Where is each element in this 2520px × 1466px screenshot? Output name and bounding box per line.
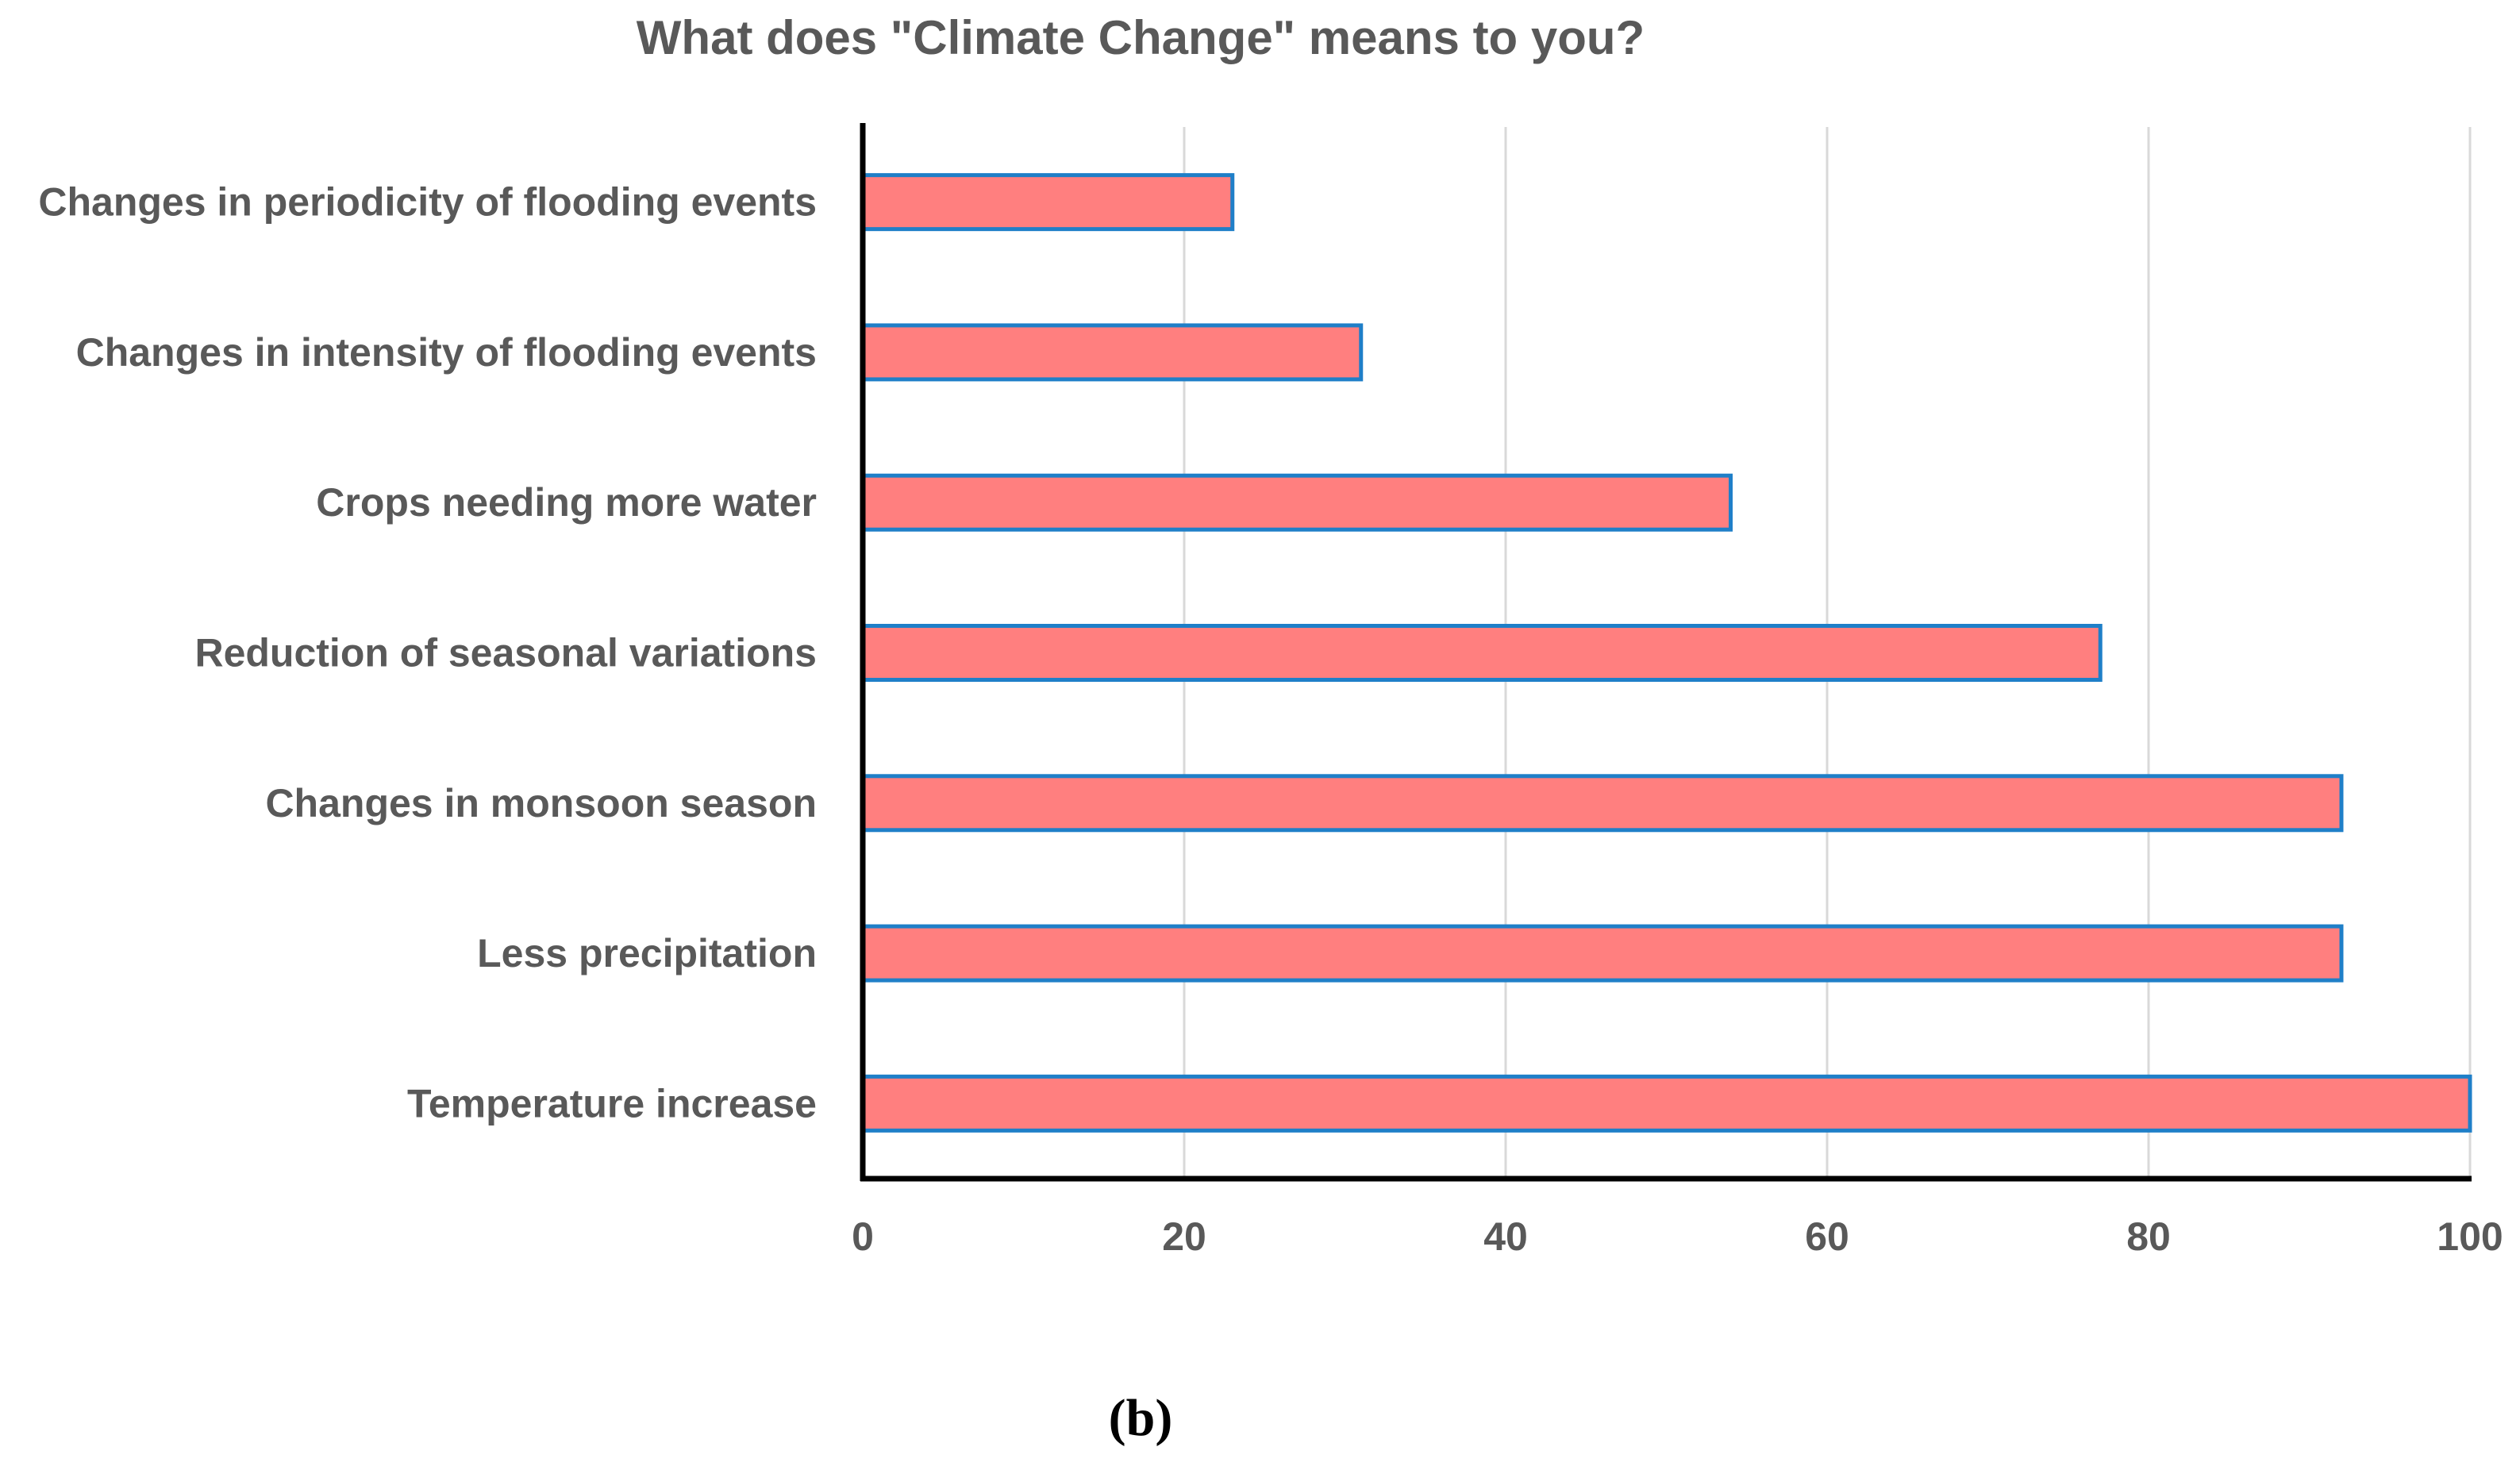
bar-1 <box>860 323 1364 382</box>
category-label-5: Less precipitation <box>477 931 817 975</box>
chart-title: What does "Climate Change" means to you? <box>637 11 1645 64</box>
bar-5 <box>860 924 2344 983</box>
bar-2 <box>860 473 1733 532</box>
category-label-0: Changes in periodicity of flooding event… <box>38 180 817 225</box>
bar-6 <box>860 1074 2472 1133</box>
category-label-3: Reduction of seasonal variations <box>194 631 817 675</box>
category-label-2: Crops needing more water <box>316 480 817 525</box>
category-label-4: Changes in monsoon season <box>265 781 817 825</box>
tick-labels: 0 20 40 60 80 100 <box>852 1214 2503 1259</box>
category-label-6: Temperature increase <box>407 1081 817 1125</box>
bar-4 <box>860 774 2344 833</box>
bars <box>860 173 2472 1133</box>
x-tick-label-40: 40 <box>1483 1214 1528 1259</box>
category-labels: Changes in periodicity of flooding event… <box>38 180 817 1126</box>
x-tick-label-100: 100 <box>2437 1214 2503 1259</box>
panel-label: (b) <box>1109 1389 1173 1447</box>
bar-3 <box>860 624 2103 682</box>
x-tick-label-0: 0 <box>852 1214 874 1259</box>
x-tick-label-60: 60 <box>1805 1214 1849 1259</box>
bar-0 <box>860 173 1235 232</box>
axes <box>860 123 2472 1182</box>
x-tick-label-80: 80 <box>2126 1214 2171 1259</box>
category-label-1: Changes in intensity of flooding events <box>76 330 817 375</box>
x-tick-label-20: 20 <box>1162 1214 1206 1259</box>
